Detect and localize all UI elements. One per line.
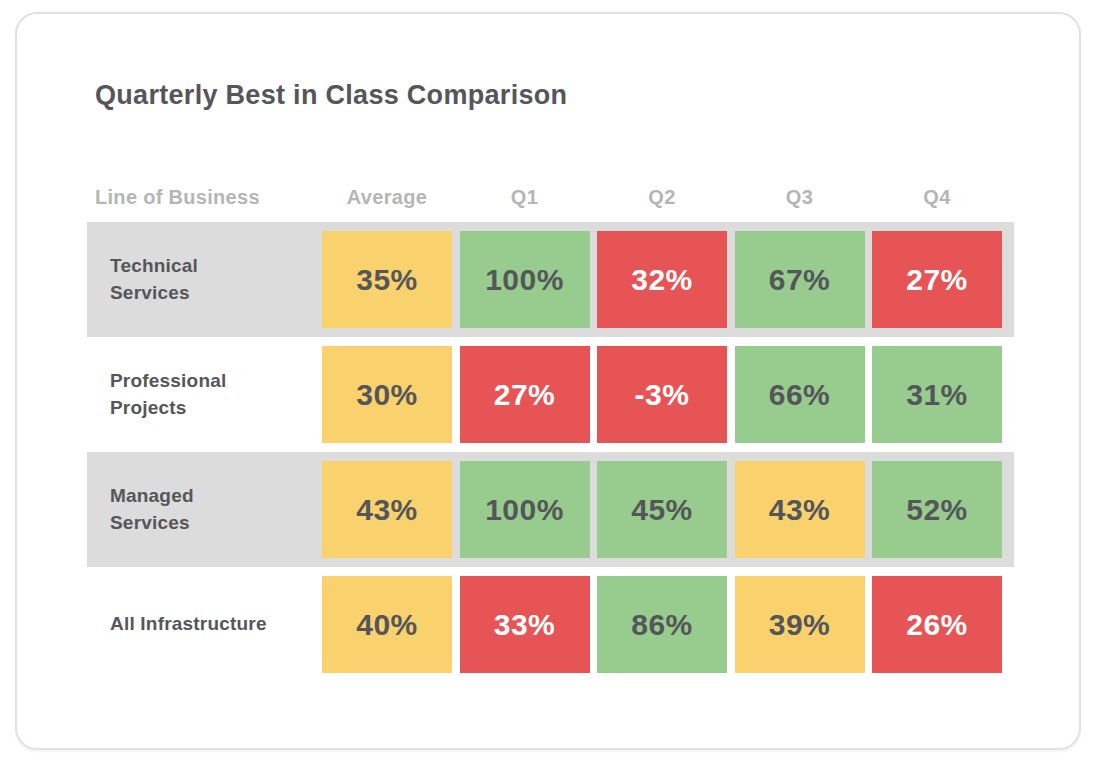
value-cell: 39% [735, 576, 865, 673]
table-row-managed-services: Managed Services 43% 100% 45% 43% 52% [87, 452, 1014, 567]
row-label: Professional Projects [87, 368, 315, 421]
value-cell: 45% [597, 461, 727, 558]
table-row-technical-services: Technical Services 35% 100% 32% 67% 27% [87, 222, 1014, 337]
row-label-text: Managed Services [110, 483, 270, 536]
row-label: Managed Services [87, 483, 315, 536]
page-title: Quarterly Best in Class Comparison [95, 80, 567, 111]
column-header-q2: Q2 [597, 186, 727, 209]
column-header-q3: Q3 [735, 186, 865, 209]
row-label-text: All Infrastructure [110, 611, 267, 638]
value-cell: 26% [872, 576, 1002, 673]
value-cell: 40% [322, 576, 452, 673]
value-cell: 43% [735, 461, 865, 558]
value-cell: 86% [597, 576, 727, 673]
table-header-row: Line of Business Average Q1 Q2 Q3 Q4 [87, 172, 1014, 222]
row-label: Technical Services [87, 253, 315, 306]
table-row-professional-projects: Professional Projects 30% 27% -3% 66% 31… [87, 337, 1014, 452]
value-cell: 31% [872, 346, 1002, 443]
column-header-q1: Q1 [460, 186, 590, 209]
column-header-line-of-business: Line of Business [87, 186, 315, 209]
value-cell: 100% [460, 231, 590, 328]
value-cell: 32% [597, 231, 727, 328]
value-cell: 27% [460, 346, 590, 443]
comparison-card: Quarterly Best in Class Comparison Line … [15, 12, 1081, 750]
value-cell: 33% [460, 576, 590, 673]
value-cell: 52% [872, 461, 1002, 558]
value-cell: 67% [735, 231, 865, 328]
value-cell: 27% [872, 231, 1002, 328]
table-row-all-infrastructure: All Infrastructure 40% 33% 86% 39% 26% [87, 567, 1014, 682]
column-header-average: Average [322, 186, 452, 209]
row-label-text: Technical Services [110, 253, 270, 306]
row-label-text: Professional Projects [110, 368, 270, 421]
value-cell: 35% [322, 231, 452, 328]
value-cell: 66% [735, 346, 865, 443]
comparison-table: Line of Business Average Q1 Q2 Q3 Q4 Tec… [87, 172, 1014, 682]
value-cell: 30% [322, 346, 452, 443]
value-cell: 43% [322, 461, 452, 558]
value-cell: 100% [460, 461, 590, 558]
column-header-q4: Q4 [872, 186, 1002, 209]
row-label: All Infrastructure [87, 611, 315, 638]
value-cell: -3% [597, 346, 727, 443]
